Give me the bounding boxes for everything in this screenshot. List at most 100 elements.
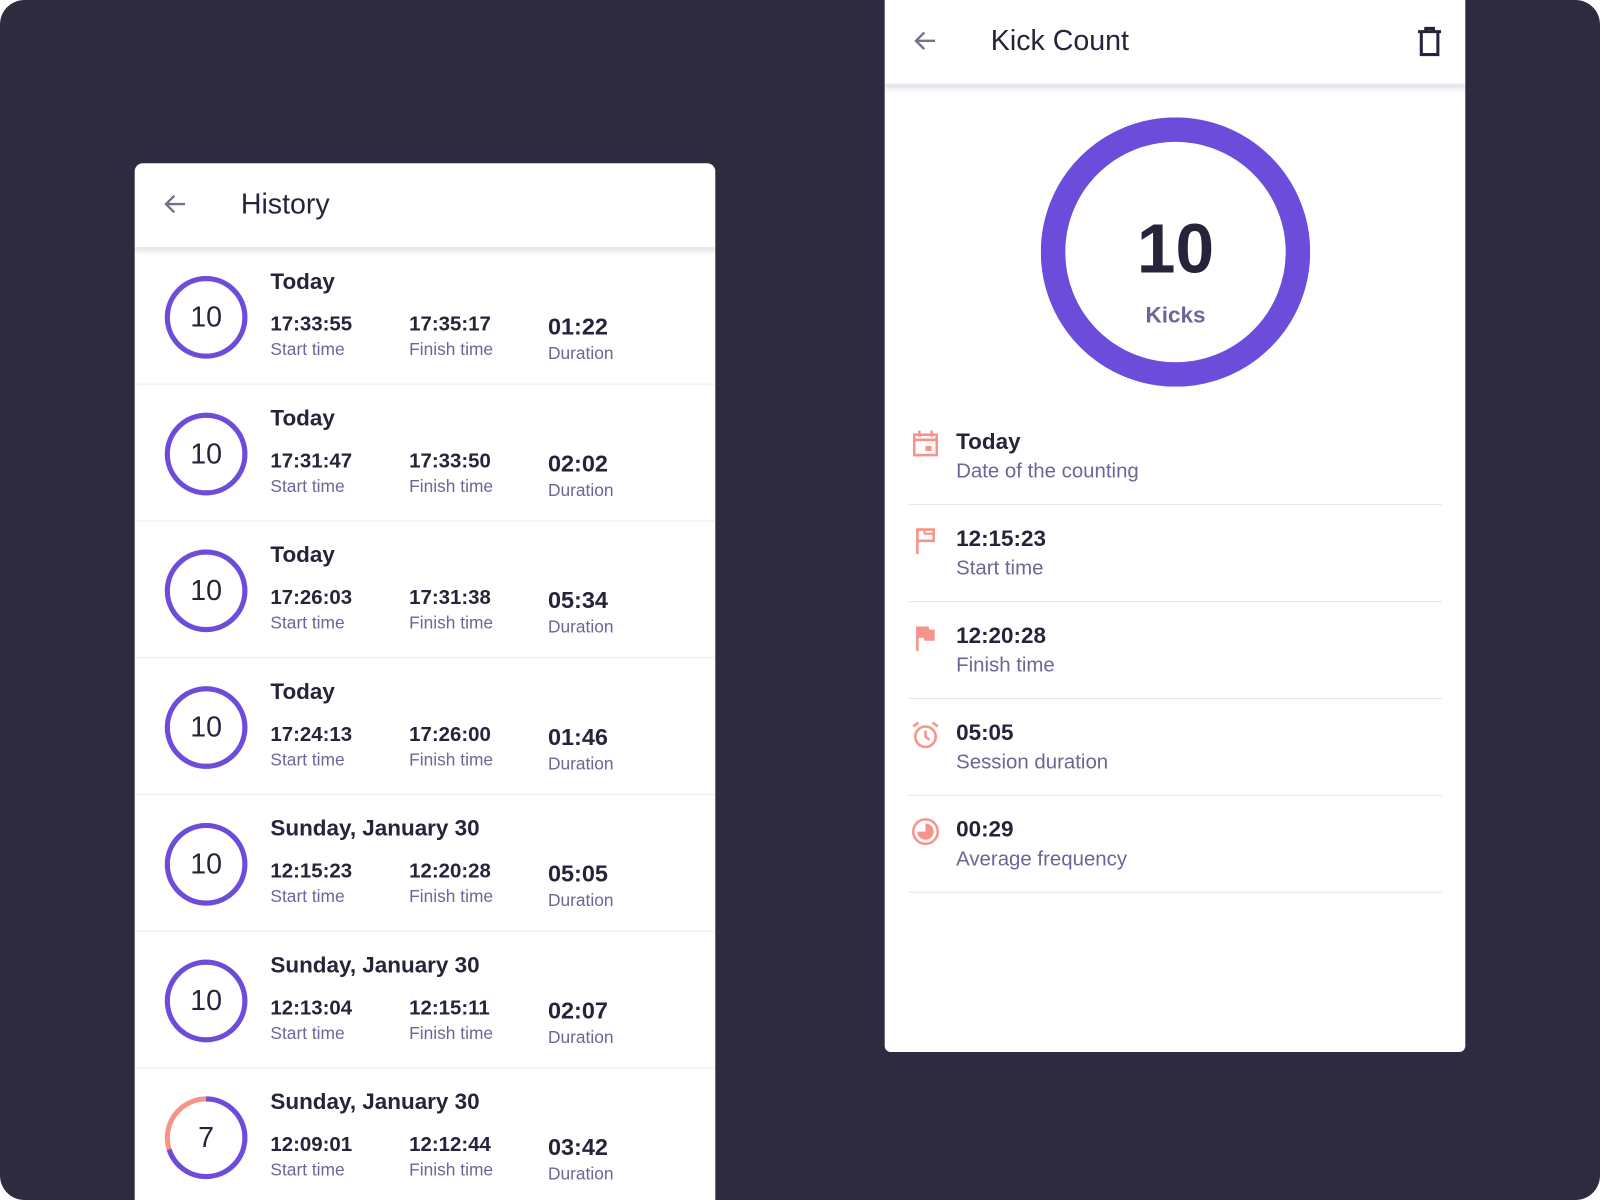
kicks-label: Kicks [1145, 302, 1206, 328]
duration-label: Duration [547, 343, 614, 364]
duration-value: 02:02 [547, 449, 608, 477]
history-row[interactable]: 7 Sunday, January 30 12:09:01 Start time … [135, 1068, 716, 1200]
back-arrow-icon[interactable] [911, 27, 940, 56]
calendar-icon [913, 430, 939, 457]
start-time-value: 12:09:01 [270, 1133, 353, 1157]
kicks-progress-ring [164, 959, 248, 1043]
kicks-progress-ring [164, 1096, 248, 1180]
duration-label: Duration [547, 1164, 614, 1184]
duration-label: Duration [547, 480, 614, 500]
detail-value: 00:29 [956, 816, 1014, 842]
duration-label: Duration [547, 1027, 614, 1047]
finish-time: 12:12:44 Finish time [409, 1134, 493, 1181]
session-date: Sunday, January 30 [270, 952, 480, 978]
kicks-count: 10 [190, 437, 223, 470]
history-row[interactable]: 10 Today 17:26:03 Start time 17:31:38 Fini… [134, 521, 716, 659]
finish-time-label: Finish time [409, 476, 494, 496]
history-row[interactable]: 10 Today 17:31:47 Start time 17:33:50 Fini… [134, 385, 716, 522]
kicks-progress-ring [164, 412, 248, 496]
history-row[interactable]: 10 Sunday, January 30 12:15:23 Start time… [134, 795, 716, 932]
detail-row: 12:20:28 Finish time [908, 602, 1442, 699]
kicks-count: 10 [190, 301, 223, 333]
history-row[interactable]: 10 Today 17:33:55 Start time 17:35:17 Fini… [134, 248, 716, 385]
history-app-bar: History [134, 163, 716, 248]
finish-time: 17:26:00 Finish time [409, 723, 493, 770]
trash-icon[interactable] [1416, 26, 1443, 58]
finish-time-value: 12:15:11 [409, 996, 490, 1020]
frequency-pie-icon [911, 818, 940, 846]
duration-value: 02:07 [547, 996, 608, 1024]
flag-outline-icon [916, 528, 935, 555]
duration-value: 05:34 [547, 586, 608, 614]
start-time-value: 17:33:55 [270, 313, 353, 336]
detail-value: 05:05 [956, 719, 1014, 745]
detail-label: Average frequency [956, 847, 1128, 871]
duration: 02:02 Duration [548, 450, 614, 501]
detail-row: 05:05 Session duration [908, 699, 1442, 796]
start-time-value: 17:26:03 [270, 586, 353, 610]
detail-label: Start time [956, 557, 1044, 580]
detail-value: Today [956, 428, 1021, 455]
finish-time-label: Finish time [409, 1160, 494, 1180]
flag-filled-icon [916, 626, 935, 652]
detail-row: 12:15:23 Start time [908, 505, 1442, 603]
duration-label: Duration [547, 754, 614, 774]
start-time-value: 17:31:47 [270, 449, 353, 473]
kicks-count: 7 [198, 1121, 215, 1154]
finish-time-label: Finish time [409, 339, 494, 360]
kicks-count: 10 [190, 711, 223, 743]
back-arrow-icon[interactable] [161, 190, 190, 219]
kicks-count: 10 [1136, 210, 1215, 288]
kick-count-app-bar: Kick Count [884, 0, 1466, 85]
duration: 05:34 Duration [548, 587, 614, 638]
finish-time: 17:31:38 Finish time [409, 587, 493, 634]
detail-value: 12:15:23 [956, 525, 1046, 552]
start-time: 12:13:04 Start time [270, 997, 352, 1044]
kicks-count: 10 [190, 574, 223, 607]
finish-time-value: 17:35:17 [409, 313, 491, 336]
alarm-clock-icon [912, 721, 939, 749]
duration-value: 01:22 [547, 313, 608, 340]
start-time-value: 12:13:04 [270, 996, 353, 1020]
finish-time-value: 12:20:28 [409, 860, 491, 883]
kicks-progress-ring [164, 822, 248, 906]
session-date: Sunday, January 30 [270, 815, 480, 841]
start-time: 17:26:03 Start time [270, 587, 352, 634]
finish-time-label: Finish time [409, 749, 494, 770]
history-list: 10 Today 17:33:55 Start time 17:35:17 Fini… [134, 248, 716, 1200]
kick-count-screen: Kick Count 10 Kicks Today Date of the co… [884, 0, 1466, 1053]
duration: 03:42 Duration [548, 1134, 614, 1185]
duration: 01:46 Duration [548, 723, 614, 774]
start-time-label: Start time [270, 886, 345, 907]
finish-time-value: 12:12:44 [409, 1133, 491, 1157]
duration-value: 03:42 [547, 1133, 608, 1161]
session-date: Sunday, January 30 [270, 1088, 480, 1115]
session-date: Today [270, 268, 335, 294]
detail-value: 12:20:28 [956, 622, 1046, 648]
finish-time-value: 17:31:38 [409, 586, 491, 610]
duration-value: 05:05 [547, 860, 608, 887]
detail-label: Session duration [956, 751, 1109, 774]
kicks-count: 10 [190, 847, 223, 880]
finish-time: 12:15:11 Finish time [409, 997, 493, 1044]
history-row[interactable]: 10 Sunday, January 30 12:13:04 Start time… [134, 932, 716, 1069]
finish-time: 12:20:28 Finish time [409, 860, 493, 907]
detail-label: Finish time [956, 654, 1055, 677]
session-date: Today [270, 405, 335, 431]
start-time: 17:33:55 Start time [270, 313, 352, 360]
duration: 05:05 Duration [548, 860, 614, 911]
session-date: Today [270, 678, 335, 705]
history-row[interactable]: 10 Today 17:24:13 Start time 17:26:00 Fini… [134, 658, 716, 795]
finish-time-label: Finish time [409, 1023, 494, 1043]
finish-time-value: 17:26:00 [409, 723, 491, 746]
session-details: Today Date of the counting 12:15:23 Star… [908, 408, 1442, 893]
start-time-label: Start time [270, 476, 345, 496]
detail-label: Date of the counting [956, 460, 1139, 483]
finish-time: 17:33:50 Finish time [409, 450, 493, 497]
duration-value: 01:46 [547, 723, 608, 750]
start-time-label: Start time [270, 749, 345, 770]
duration: 01:22 Duration [548, 313, 614, 364]
duration-label: Duration [547, 617, 614, 637]
finish-time-label: Finish time [409, 886, 494, 907]
